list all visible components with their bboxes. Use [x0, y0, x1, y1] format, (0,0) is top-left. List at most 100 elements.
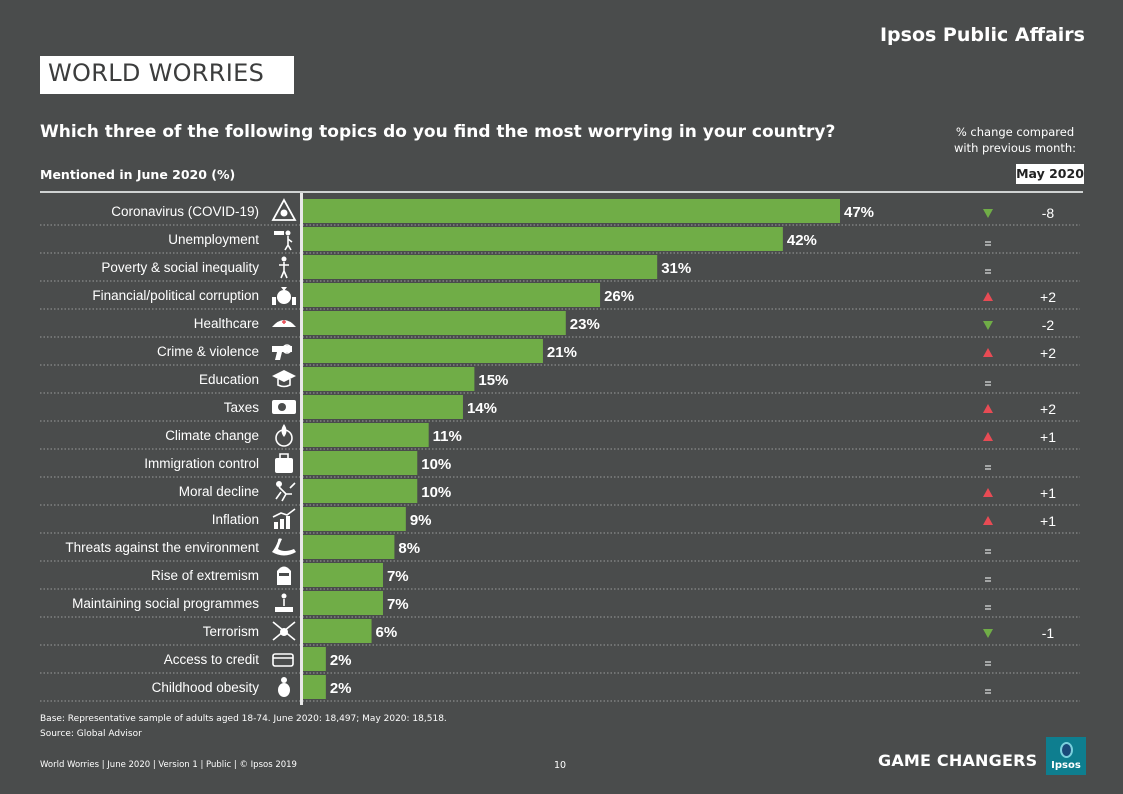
change-value: +1	[1040, 485, 1056, 501]
bar	[303, 563, 383, 587]
page-title: WORLD WORRIES	[40, 56, 294, 94]
category-label: Climate change	[165, 428, 259, 443]
category-label: Rise of extremism	[151, 568, 259, 583]
change-up-icon	[983, 488, 993, 497]
value-label: 14%	[467, 400, 497, 417]
change-value: +2	[1040, 401, 1056, 417]
value-label: 9%	[410, 512, 432, 529]
crossed-knives-skull-icon	[272, 621, 296, 641]
bar	[303, 647, 326, 671]
value-label: 21%	[547, 344, 577, 361]
brand-name: Ipsos Public Affairs	[879, 24, 1085, 46]
no-change-icon	[985, 605, 991, 610]
no-change-icon	[985, 465, 991, 470]
category-label: Terrorism	[203, 624, 259, 639]
change-note-line-2: with previous month:	[953, 141, 1077, 155]
credit-card-icon	[272, 653, 294, 667]
logo-label: Ipsos	[1051, 760, 1081, 771]
value-label: 26%	[604, 288, 634, 305]
footer-meta: World Worries | June 2020 | Version 1 | …	[40, 760, 297, 770]
category-label: Poverty & social inequality	[101, 260, 259, 275]
no-change-icon	[985, 577, 991, 582]
nurse-cap-icon	[272, 320, 296, 327]
no-change-icon	[985, 661, 991, 666]
bar	[303, 367, 475, 391]
biohazard-icon	[271, 198, 297, 221]
bar	[303, 227, 783, 251]
bar	[303, 283, 601, 307]
change-value: -1	[1042, 625, 1055, 641]
taxes-icon	[272, 400, 296, 414]
value-label: 23%	[570, 316, 600, 333]
mentioned-label: Mentioned in June 2020 (%)	[40, 167, 236, 182]
person-icon	[279, 256, 289, 279]
value-label: 31%	[661, 260, 691, 277]
change-up-icon	[983, 404, 993, 413]
money-bag-icon	[272, 287, 296, 305]
category-label: Childhood obesity	[152, 680, 260, 695]
person-platform-icon	[275, 593, 293, 612]
bar	[303, 535, 395, 559]
graduation-cap-icon	[272, 370, 296, 388]
bar	[303, 507, 406, 531]
bar	[303, 255, 658, 279]
change-value: +1	[1040, 429, 1056, 445]
value-label: 7%	[387, 596, 409, 613]
logo-mark	[1060, 742, 1073, 758]
category-label: Taxes	[224, 400, 260, 415]
no-change-icon	[985, 241, 991, 246]
obese-child-icon	[278, 677, 290, 697]
footer-base: Base: Representative sample of adults ag…	[40, 714, 447, 724]
change-up-icon	[983, 348, 993, 357]
value-label: 15%	[478, 372, 508, 389]
change-down-icon	[983, 209, 993, 218]
change-value: -8	[1042, 205, 1055, 221]
change-value: +2	[1040, 345, 1056, 361]
bar	[303, 479, 418, 503]
change-down-icon	[983, 321, 993, 330]
bar	[303, 311, 566, 335]
bar	[303, 423, 429, 447]
change-value: -2	[1042, 317, 1055, 333]
change-up-icon	[983, 432, 993, 441]
bar	[303, 395, 463, 419]
header-divider	[40, 191, 1083, 193]
category-label: Coronavirus (COVID-19)	[111, 204, 259, 219]
value-label: 2%	[330, 652, 352, 669]
category-label: Maintaining social programmes	[72, 596, 259, 611]
rising-chart-icon	[272, 508, 296, 529]
bar	[303, 619, 372, 643]
value-label: 10%	[421, 484, 451, 501]
change-value: +1	[1040, 513, 1056, 529]
no-change-icon	[985, 549, 991, 554]
no-change-icon	[985, 269, 991, 274]
category-label: Threats against the environment	[65, 540, 259, 555]
category-label: Healthcare	[194, 316, 259, 331]
change-up-icon	[983, 516, 993, 525]
globe-fire-icon	[275, 424, 293, 447]
change-down-icon	[983, 629, 993, 638]
change-note: % change compared with previous month:	[946, 124, 1084, 156]
value-label: 8%	[398, 540, 420, 557]
category-label: Financial/political corruption	[92, 288, 259, 303]
balaclava-icon	[277, 566, 291, 585]
category-label: Moral decline	[179, 484, 259, 499]
ipsos-logo: Ipsos	[1046, 737, 1086, 775]
value-label: 42%	[787, 232, 817, 249]
value-label: 7%	[387, 568, 409, 585]
category-label: Inflation	[212, 512, 259, 527]
change-value: +2	[1040, 289, 1056, 305]
question-text: Which three of the following topics do y…	[40, 122, 836, 142]
value-label: 2%	[330, 680, 352, 697]
no-change-icon	[985, 381, 991, 386]
category-label: Education	[199, 372, 259, 387]
no-change-icon	[985, 689, 991, 694]
change-note-line-1: % change compared	[955, 125, 1075, 139]
bar	[303, 339, 543, 363]
moral-decline-icon	[275, 481, 296, 502]
tagline: GAME CHANGERS	[878, 751, 1038, 770]
category-label: Immigration control	[144, 456, 259, 471]
unemployment-icon	[274, 230, 293, 251]
bar	[303, 675, 326, 699]
